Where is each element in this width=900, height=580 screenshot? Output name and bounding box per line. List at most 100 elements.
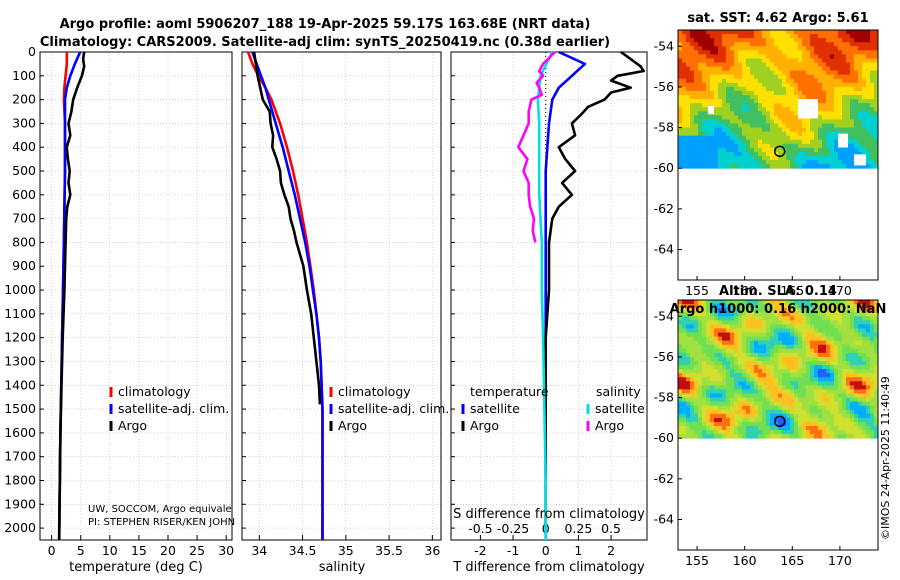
heatmap-cell <box>686 131 691 137</box>
heatmap-cell <box>710 95 715 100</box>
heatmap-cell <box>706 365 711 370</box>
heatmap-cell <box>710 82 715 88</box>
heatmap-cell <box>862 70 867 76</box>
heatmap-cell <box>678 401 683 407</box>
heatmap-cell <box>786 389 791 394</box>
heatmap-cell <box>682 312 687 317</box>
heatmap-cell <box>854 95 859 100</box>
heatmap-cell <box>814 360 819 366</box>
heatmap-cell <box>678 365 683 370</box>
heatmap-cell <box>718 381 723 386</box>
heatmap-cell <box>874 426 879 431</box>
heatmap-cell <box>802 324 807 329</box>
heatmap-cell <box>706 324 711 329</box>
heatmap-cell <box>806 90 811 96</box>
heatmap-cell <box>750 421 755 427</box>
heatmap-cell <box>862 426 867 431</box>
heatmap-cell <box>730 352 735 358</box>
heatmap-cell <box>850 99 855 104</box>
heatmap-cell <box>722 62 727 67</box>
heatmap-cell <box>838 332 843 337</box>
heatmap-cell <box>678 417 683 423</box>
heatmap-cell <box>778 430 783 435</box>
series-line-argo-s <box>516 51 556 243</box>
heatmap-cell <box>806 393 811 398</box>
heatmap-cell <box>794 160 799 165</box>
heatmap-cell <box>822 430 827 435</box>
heatmap-cell <box>830 304 835 309</box>
heatmap-cell <box>802 405 807 411</box>
heatmap-cell <box>698 312 703 317</box>
heatmap-cell <box>782 352 787 358</box>
heatmap-cell <box>742 147 747 153</box>
heatmap-cell <box>782 50 787 55</box>
heatmap-cell <box>766 50 771 55</box>
heatmap-cell <box>814 50 819 55</box>
heatmap-cell <box>866 54 871 59</box>
heatmap-cell <box>718 385 723 390</box>
heatmap-cell <box>694 300 699 305</box>
heatmap-cell <box>738 46 743 51</box>
heatmap-cell <box>770 74 775 80</box>
heatmap-cell <box>818 30 823 35</box>
heatmap-cell <box>782 160 787 165</box>
heatmap-cell <box>842 147 847 153</box>
heatmap-cell <box>790 111 795 116</box>
heatmap-cell <box>686 160 691 165</box>
heatmap-cell <box>758 417 763 423</box>
heatmap-cell <box>838 426 843 431</box>
heatmap-cell <box>714 300 719 305</box>
heatmap-cell <box>690 78 695 84</box>
heatmap-cell <box>786 30 791 35</box>
heatmap-cell <box>858 401 863 407</box>
heatmap-cell <box>750 381 755 386</box>
heatmap-cell <box>718 356 723 362</box>
heatmap-cell <box>870 147 875 153</box>
heatmap-cell <box>838 86 843 92</box>
heatmap-cell <box>698 365 703 370</box>
heatmap-cell <box>806 164 811 169</box>
heatmap-cell <box>714 356 719 362</box>
heatmap-cell <box>850 164 855 169</box>
heatmap-cell <box>790 30 795 35</box>
heatmap-cell <box>690 164 695 169</box>
heatmap-cell <box>706 377 711 382</box>
heatmap-cell <box>722 389 727 394</box>
heatmap-cell <box>726 365 731 370</box>
heatmap-cell <box>742 107 747 112</box>
heatmap-cell <box>714 135 719 141</box>
heatmap-cell <box>838 397 843 403</box>
heatmap-cell <box>758 156 763 161</box>
heatmap-cell <box>858 397 863 403</box>
heatmap-cell <box>826 300 831 305</box>
heatmap-cell <box>750 50 755 55</box>
heatmap-cell <box>858 46 863 51</box>
heatmap-cell <box>718 111 723 116</box>
heatmap-cell <box>678 78 683 84</box>
heatmap-cell <box>794 119 799 124</box>
heatmap-cell <box>802 409 807 415</box>
heatmap-cell <box>702 66 707 72</box>
heatmap-cell <box>746 42 751 47</box>
heatmap-cell <box>778 340 783 346</box>
heatmap-cell <box>810 324 815 329</box>
heatmap-cell <box>846 369 851 374</box>
heatmap-cell <box>786 119 791 124</box>
heatmap-cell <box>850 324 855 329</box>
no-data-gap <box>708 106 714 115</box>
heatmap-cell <box>774 365 779 370</box>
heatmap-cell <box>830 143 835 149</box>
heatmap-cell <box>810 54 815 59</box>
heatmap-cell <box>786 156 791 161</box>
x-tick-label: 0 <box>48 543 56 558</box>
heatmap-cell <box>722 324 727 329</box>
heatmap-cell <box>794 336 799 342</box>
heatmap-cell <box>718 377 723 382</box>
heatmap-cell <box>706 62 711 67</box>
heatmap-cell <box>738 90 743 96</box>
heatmap-cell <box>706 160 711 165</box>
heatmap-cell <box>682 336 687 342</box>
heatmap-cell <box>718 340 723 346</box>
heatmap-cell <box>726 95 731 100</box>
heatmap-cell <box>798 38 803 43</box>
